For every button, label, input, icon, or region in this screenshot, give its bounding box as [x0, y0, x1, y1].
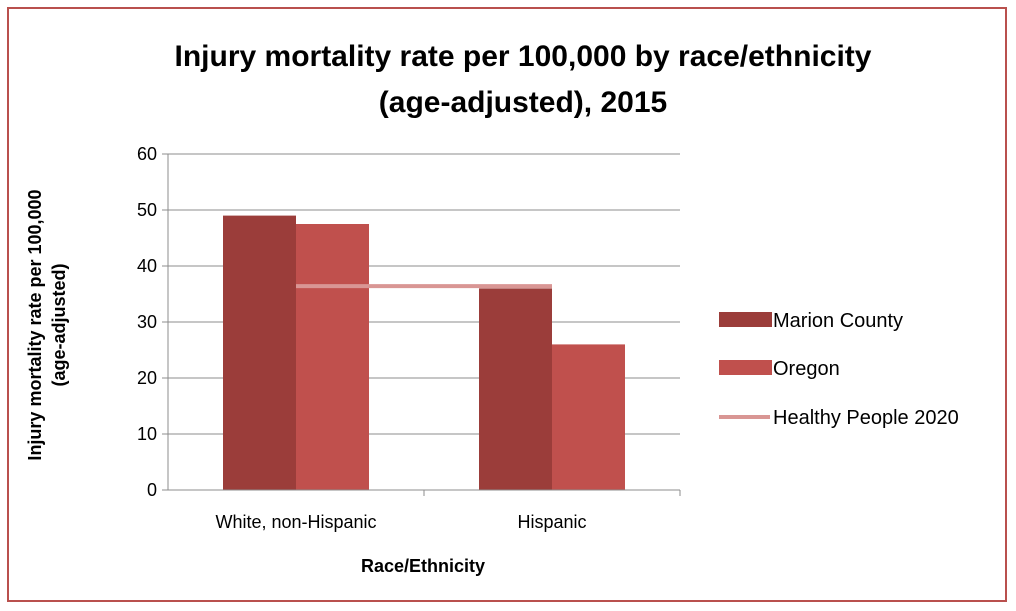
bar — [479, 288, 552, 490]
chart-title-line-1: Injury mortality rate per 100,000 by rac… — [175, 40, 872, 73]
legend: Marion County Oregon Healthy People 2020 — [719, 310, 959, 429]
y-tick-label: 0 — [147, 480, 157, 500]
y-tick-label: 50 — [137, 200, 157, 220]
x-axis-title: Race/Ethnicity — [361, 556, 485, 576]
y-axis-title-line-1: Injury mortality rate per 100,000 — [25, 189, 45, 460]
bars — [223, 215, 625, 490]
x-tick-label: White, non-Hispanic — [215, 512, 376, 532]
y-tick-label: 20 — [137, 368, 157, 388]
chart-title-line-2: (age-adjusted), 2015 — [379, 86, 667, 119]
y-tick-label: 10 — [137, 424, 157, 444]
legend-label-marion-county: Marion County — [773, 310, 903, 332]
legend-label-oregon: Oregon — [773, 358, 840, 380]
y-axis-title-line-2: (age-adjusted) — [49, 263, 69, 386]
bar — [223, 215, 296, 490]
bar — [552, 344, 625, 490]
x-tick-label: Hispanic — [517, 512, 586, 532]
legend-swatch-oregon — [719, 360, 772, 375]
bar — [296, 224, 369, 490]
legend-label-healthy-people-2020: Healthy People 2020 — [773, 407, 959, 429]
y-tick-label: 30 — [137, 312, 157, 332]
y-tick-label: 40 — [137, 256, 157, 276]
legend-swatch-marion-county — [719, 312, 772, 327]
axes: 0 10 20 30 40 50 60 White, non-Hispanic Hispanic — [137, 144, 681, 532]
y-tick-label: 60 — [137, 144, 157, 164]
